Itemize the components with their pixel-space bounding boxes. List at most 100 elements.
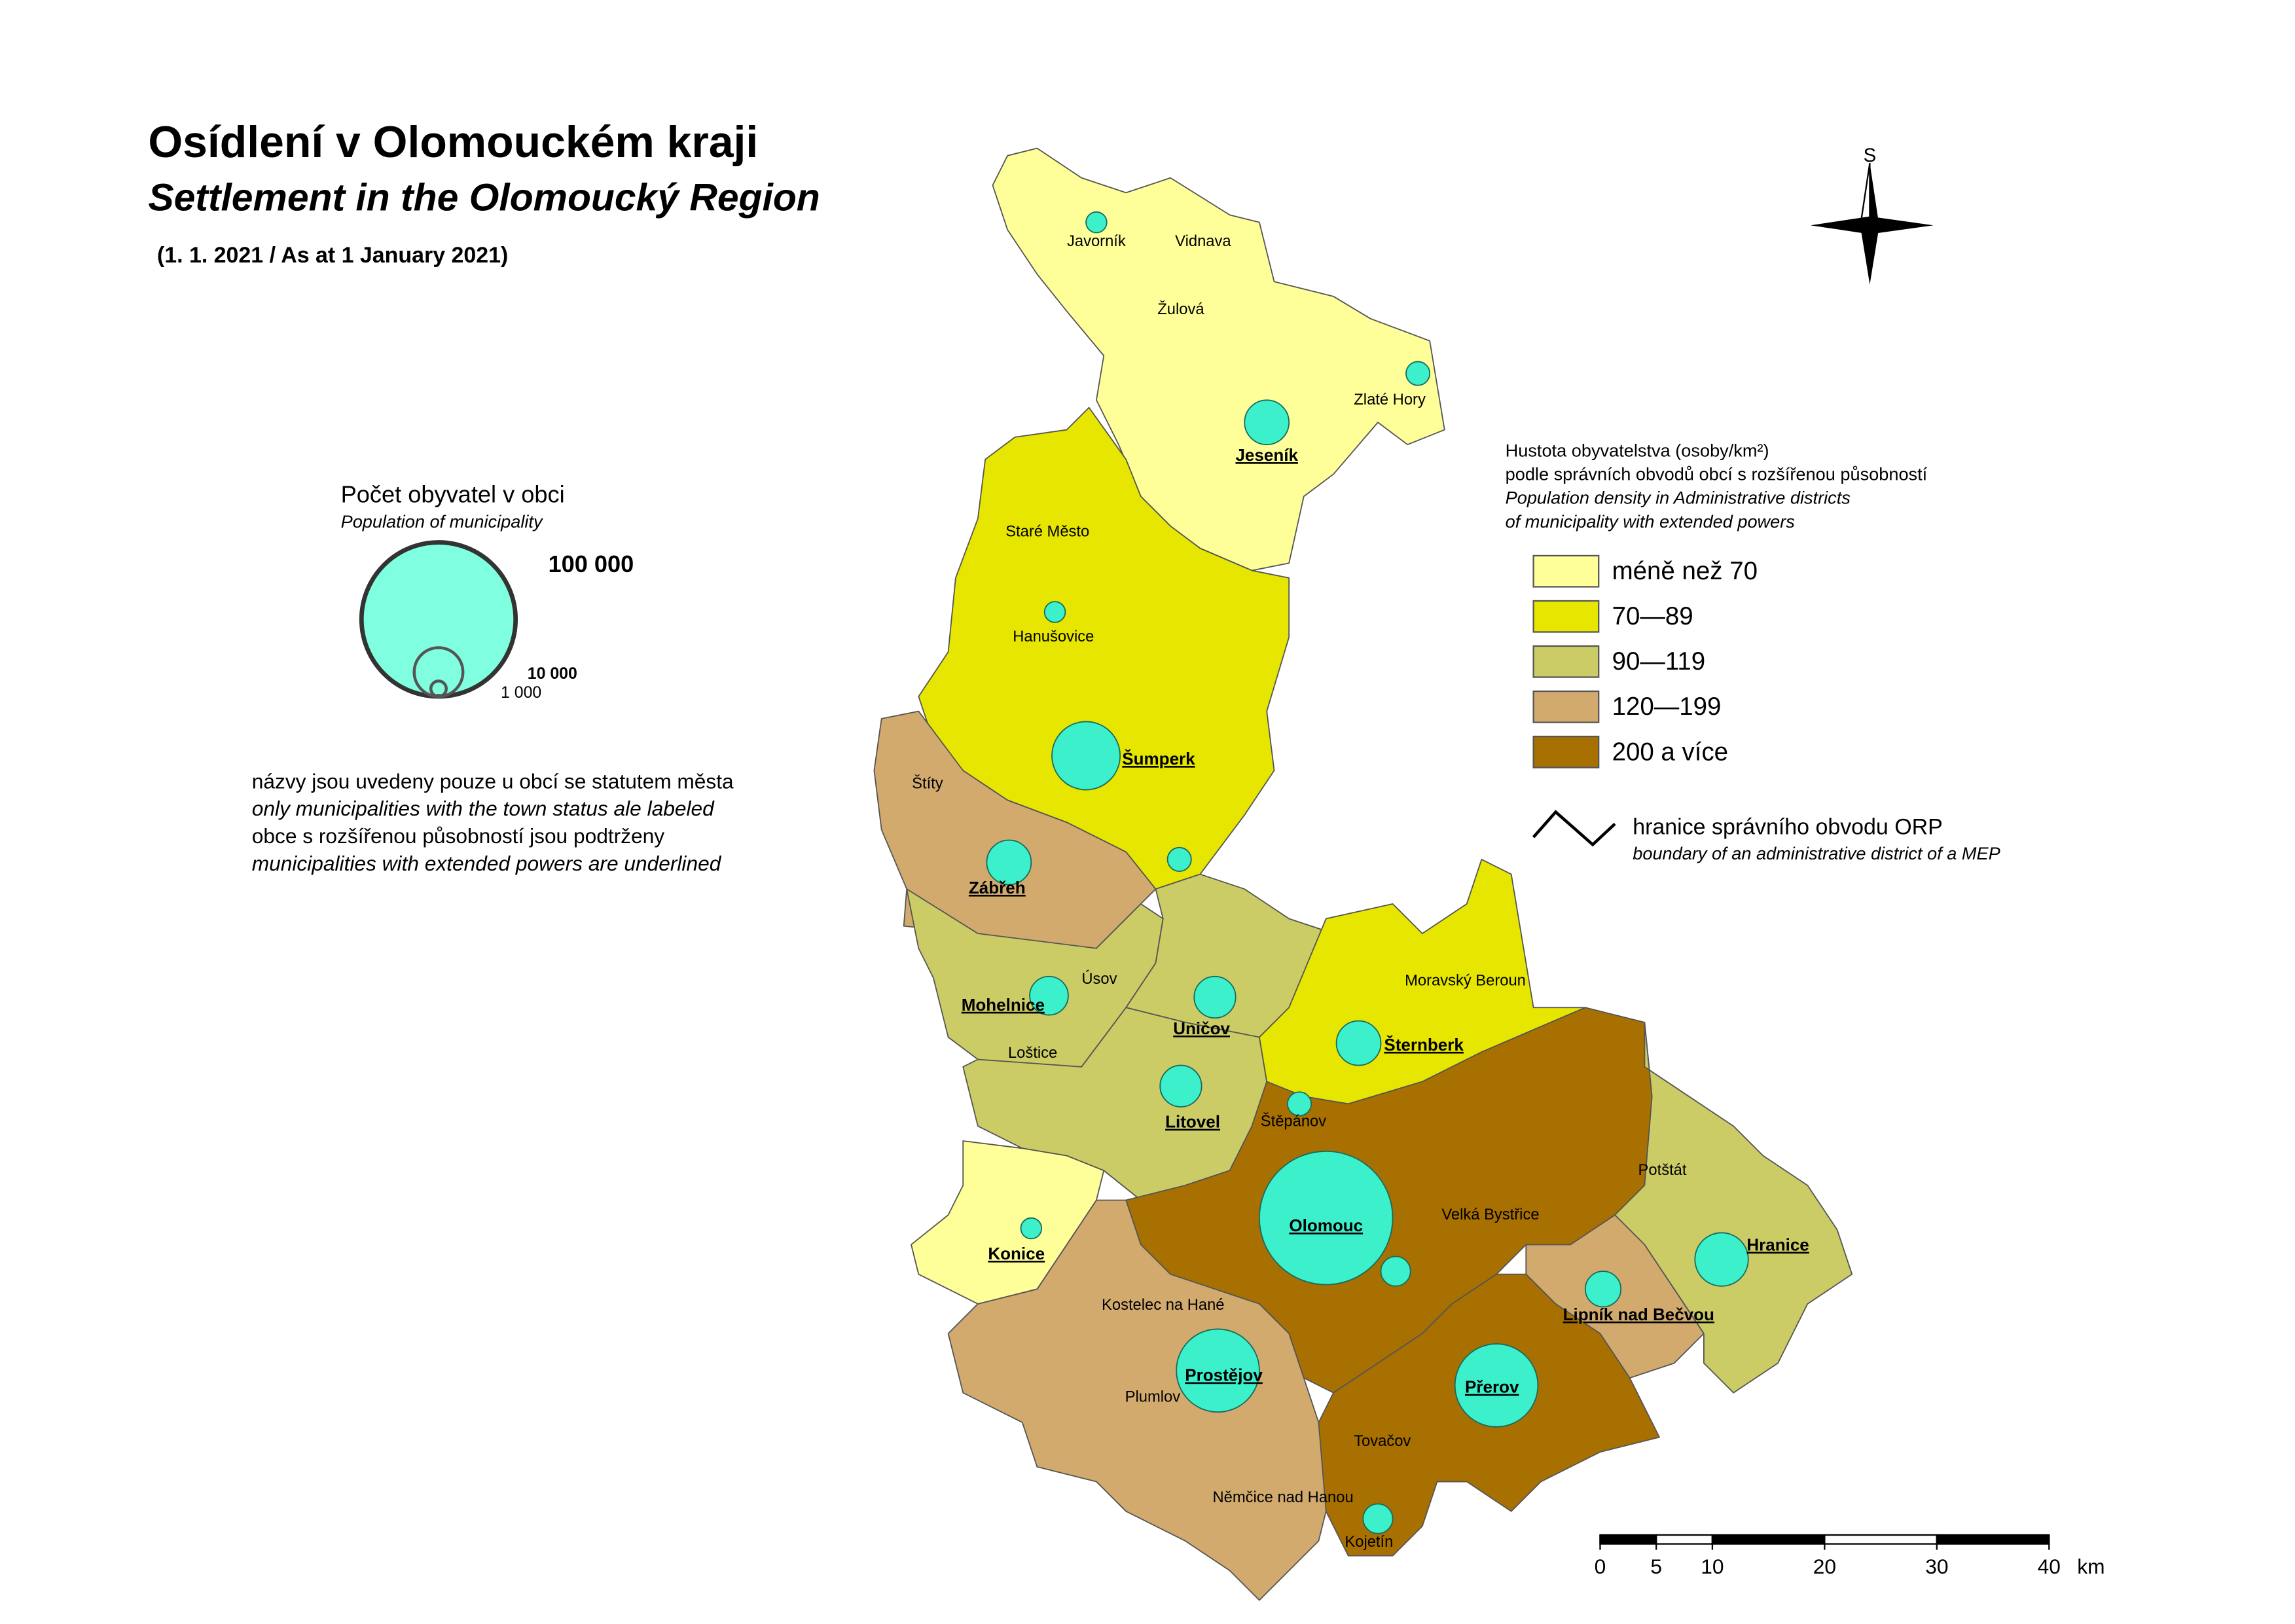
legend-size-label: 1 000 bbox=[501, 683, 541, 702]
town-label: Moravský Beroun bbox=[1405, 971, 1526, 989]
town-label: Loštice bbox=[1008, 1044, 1057, 1062]
scale-label: 20 bbox=[1813, 1555, 1836, 1578]
legend-circle bbox=[359, 540, 518, 699]
legend-size-label: 10 000 bbox=[528, 664, 577, 683]
town-circle bbox=[1043, 601, 1066, 623]
legend-swatch bbox=[1532, 554, 1600, 588]
town-label: Staré Město bbox=[1005, 523, 1089, 541]
town-circle bbox=[1286, 1091, 1312, 1117]
town-circle bbox=[1029, 975, 1069, 1016]
scale-segment bbox=[1824, 1534, 1938, 1545]
compass-label: S bbox=[1864, 145, 1877, 166]
town-circle bbox=[1405, 361, 1431, 386]
legend-swatch bbox=[1532, 645, 1600, 678]
town-label: Uničov bbox=[1173, 1019, 1230, 1038]
town-label: Zábřeh bbox=[969, 878, 1026, 897]
town-circle bbox=[1085, 211, 1108, 234]
town-label: Plumlov bbox=[1125, 1388, 1181, 1405]
town-label: Přerov bbox=[1465, 1377, 1519, 1397]
town-circle bbox=[1362, 1503, 1394, 1534]
town-label: Velká Bystřice bbox=[1441, 1206, 1539, 1223]
district-sumperk bbox=[918, 406, 1290, 890]
town-circle bbox=[1584, 1271, 1622, 1308]
town-label: Vidnava bbox=[1175, 232, 1231, 250]
legend-label: 70—89 bbox=[1612, 602, 1693, 630]
legend-size-label: 100 000 bbox=[548, 550, 634, 577]
boundary-label-en: boundary of an administrative district o… bbox=[1633, 843, 2000, 863]
town-label: Kojetín bbox=[1345, 1533, 1393, 1551]
town-circle bbox=[1159, 1064, 1202, 1108]
town-label: Tovačov bbox=[1354, 1432, 1411, 1450]
town-label: Prostějov bbox=[1185, 1365, 1263, 1385]
town-label: Lipník nad Bečvou bbox=[1563, 1305, 1714, 1324]
town-label: Úsov bbox=[1081, 970, 1117, 988]
note: názvy jsou uvedeny pouze u obcí se statu… bbox=[252, 769, 734, 793]
date: (1. 1. 2021 / As at 1 January 2021) bbox=[157, 243, 508, 268]
town-circle bbox=[986, 839, 1032, 886]
legend-circle bbox=[429, 679, 448, 698]
compass-star bbox=[1870, 216, 1934, 234]
density-legend-title: Population density in Administrative dis… bbox=[1506, 488, 1851, 508]
town-circle bbox=[1176, 1328, 1260, 1413]
town-label: Štěpánov bbox=[1261, 1111, 1326, 1130]
pop-legend-subtitle: Population of municipality bbox=[341, 511, 543, 532]
boundary-label: hranice správního obvodu ORP bbox=[1633, 814, 1943, 839]
town-circle bbox=[1193, 975, 1237, 1019]
scale-label: 10 bbox=[1701, 1555, 1724, 1578]
town-label: Hranice bbox=[1746, 1235, 1809, 1254]
scale-label: 5 bbox=[1650, 1555, 1662, 1578]
legend-swatch bbox=[1532, 600, 1600, 633]
town-label: Litovel bbox=[1165, 1112, 1220, 1132]
legend-label: 120—199 bbox=[1612, 693, 1722, 721]
town-label: Zlaté Hory bbox=[1354, 391, 1426, 408]
district-hranice bbox=[1614, 1021, 1853, 1394]
town-circle bbox=[1454, 1343, 1539, 1428]
compass-star bbox=[1870, 163, 1879, 230]
town-label: Konice bbox=[988, 1244, 1045, 1263]
town-circle bbox=[1380, 1255, 1411, 1287]
scale-label: 40 bbox=[2038, 1555, 2061, 1578]
town-circles bbox=[986, 211, 1749, 1534]
note: obce s rozšířenou působností jsou podtrž… bbox=[252, 824, 664, 848]
legend-swatch bbox=[1532, 690, 1600, 723]
density-legend-title: of municipality with extended powers bbox=[1506, 511, 1796, 532]
subtitle: Settlement in the Olomoucký Region bbox=[148, 177, 820, 219]
scale-segment bbox=[1711, 1534, 1826, 1545]
town-circle bbox=[1258, 1150, 1394, 1286]
compass-star bbox=[1810, 216, 1870, 234]
title: Osídlení v Olomouckém kraji bbox=[148, 118, 758, 167]
district-jesenik bbox=[992, 147, 1445, 571]
town-label: Žulová bbox=[1157, 300, 1204, 318]
scale-segment bbox=[1655, 1534, 1714, 1545]
town-label: Potštát bbox=[1638, 1161, 1687, 1179]
district-konice bbox=[911, 1140, 1105, 1305]
scale-label: 0 bbox=[1595, 1555, 1606, 1578]
scale-segment bbox=[1936, 1534, 2050, 1545]
town-circle bbox=[1244, 399, 1290, 446]
town-circle bbox=[1694, 1232, 1749, 1287]
note: municipalities with extended powers are … bbox=[252, 852, 722, 875]
town-label: Javorník bbox=[1067, 232, 1126, 250]
density-legend-title: podle správních obvodů obcí s rozšířenou… bbox=[1506, 463, 1928, 484]
town-circle bbox=[1166, 846, 1192, 872]
town-label: Němčice nad Hanou bbox=[1212, 1489, 1353, 1506]
town-label: Jeseník bbox=[1235, 445, 1298, 465]
note: only municipalities with the town status… bbox=[252, 797, 715, 820]
town-label: Štíty bbox=[912, 774, 943, 792]
town-label: Kostelec na Hané bbox=[1102, 1296, 1224, 1314]
legend-label: 90—119 bbox=[1612, 647, 1706, 676]
town-label: Hanušovice bbox=[1013, 628, 1094, 645]
legend-label: méně než 70 bbox=[1612, 557, 1758, 585]
town-label: Olomouc bbox=[1289, 1216, 1363, 1235]
compass-star bbox=[1860, 229, 1879, 285]
legend-swatch bbox=[1532, 735, 1600, 768]
town-circle bbox=[1020, 1217, 1043, 1240]
scale-unit: km bbox=[2077, 1555, 2105, 1578]
town-label: Mohelnice bbox=[962, 995, 1045, 1015]
town-label: Šumperk bbox=[1122, 749, 1195, 768]
boundary-symbol bbox=[1532, 810, 1616, 847]
town-circle bbox=[1335, 1020, 1382, 1066]
pop-legend-title: Počet obyvatel v obci bbox=[341, 480, 565, 507]
town-label: Šternberk bbox=[1384, 1035, 1464, 1055]
